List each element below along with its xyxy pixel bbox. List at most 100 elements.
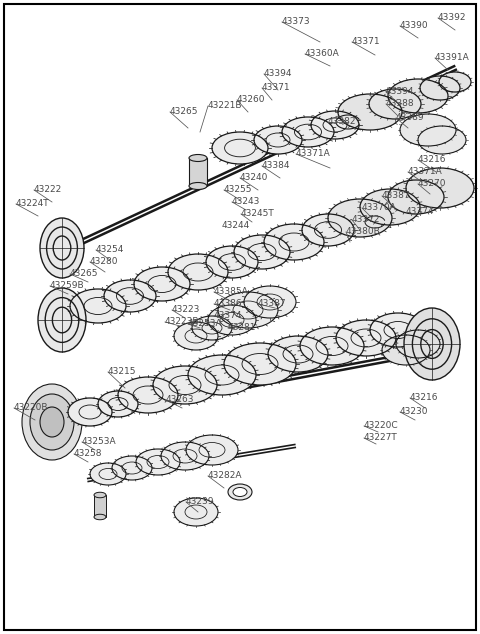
Text: 43374: 43374 (406, 207, 434, 216)
Ellipse shape (168, 254, 228, 290)
Ellipse shape (264, 224, 324, 260)
Ellipse shape (30, 394, 74, 450)
Ellipse shape (186, 435, 238, 465)
Ellipse shape (174, 498, 218, 526)
Ellipse shape (212, 132, 268, 164)
Ellipse shape (70, 289, 126, 323)
Ellipse shape (94, 514, 106, 520)
Text: 43392: 43392 (438, 13, 467, 22)
Text: 43270: 43270 (418, 179, 446, 188)
Ellipse shape (420, 76, 460, 100)
Ellipse shape (94, 492, 106, 498)
Ellipse shape (244, 286, 296, 318)
Text: 43215: 43215 (108, 368, 136, 377)
Ellipse shape (369, 89, 421, 119)
Text: 43380B: 43380B (346, 228, 381, 236)
Text: 43258: 43258 (74, 450, 103, 458)
Ellipse shape (228, 484, 252, 500)
Ellipse shape (404, 308, 460, 380)
Ellipse shape (224, 343, 296, 385)
Ellipse shape (382, 335, 430, 365)
Ellipse shape (302, 214, 354, 246)
Text: 43244: 43244 (222, 221, 250, 231)
Text: 43245T: 43245T (241, 209, 275, 219)
Ellipse shape (98, 391, 138, 417)
Text: 43386: 43386 (214, 299, 242, 309)
Text: 43390: 43390 (400, 22, 429, 30)
Ellipse shape (311, 111, 359, 139)
Ellipse shape (189, 155, 207, 162)
Ellipse shape (439, 72, 471, 92)
Ellipse shape (174, 322, 218, 350)
Text: 43382: 43382 (328, 117, 357, 127)
Ellipse shape (328, 199, 392, 237)
Ellipse shape (234, 235, 290, 269)
Ellipse shape (400, 114, 456, 146)
Ellipse shape (118, 377, 178, 413)
Text: 43374: 43374 (214, 311, 242, 321)
Ellipse shape (418, 126, 466, 154)
Text: 43220B: 43220B (14, 403, 48, 413)
Text: 43387: 43387 (258, 299, 287, 309)
Ellipse shape (254, 126, 302, 154)
Ellipse shape (38, 288, 86, 352)
Ellipse shape (112, 456, 152, 480)
Text: 43281: 43281 (228, 323, 256, 332)
Ellipse shape (192, 316, 232, 340)
Text: 43371A: 43371A (296, 150, 331, 158)
Text: 43387: 43387 (382, 191, 410, 200)
Ellipse shape (90, 463, 126, 485)
Text: 43220C: 43220C (364, 422, 398, 430)
Text: 43240: 43240 (240, 174, 268, 183)
Ellipse shape (336, 320, 396, 356)
Text: 43360A: 43360A (305, 49, 340, 58)
Text: 43391A: 43391A (435, 53, 470, 63)
Text: 43239: 43239 (186, 498, 215, 507)
Text: 43388: 43388 (386, 100, 415, 108)
Ellipse shape (68, 398, 112, 426)
Text: 43265: 43265 (70, 269, 98, 278)
Bar (189, 158, 207, 186)
Text: 43223B: 43223B (165, 318, 200, 327)
Ellipse shape (282, 117, 334, 147)
Ellipse shape (300, 327, 364, 365)
Ellipse shape (22, 384, 82, 460)
Text: 43216: 43216 (418, 155, 446, 164)
Text: 43216: 43216 (410, 394, 439, 403)
Text: 43253A: 43253A (188, 320, 223, 328)
Text: 43260: 43260 (237, 96, 265, 105)
Text: 43282A: 43282A (208, 472, 242, 481)
Ellipse shape (233, 488, 247, 496)
Text: 43385A: 43385A (214, 287, 249, 297)
Ellipse shape (268, 336, 328, 372)
Text: 43280: 43280 (90, 257, 119, 266)
Ellipse shape (396, 330, 440, 358)
Text: 43230: 43230 (400, 408, 429, 417)
Ellipse shape (153, 366, 217, 404)
Text: 43227T: 43227T (364, 434, 398, 443)
Ellipse shape (136, 449, 180, 475)
Ellipse shape (206, 246, 258, 278)
Text: 43371: 43371 (352, 37, 381, 46)
Text: 43371A: 43371A (408, 167, 443, 176)
Text: 43370A: 43370A (362, 204, 397, 212)
Ellipse shape (188, 355, 256, 395)
Ellipse shape (40, 218, 84, 278)
Ellipse shape (388, 79, 448, 113)
Text: 43372: 43372 (352, 216, 381, 224)
Bar (94, 495, 106, 517)
Text: 43373: 43373 (282, 18, 311, 27)
Text: 43253A: 43253A (82, 437, 117, 446)
Ellipse shape (218, 292, 278, 328)
Text: 43223: 43223 (172, 306, 200, 314)
Ellipse shape (388, 180, 444, 214)
Ellipse shape (338, 94, 402, 130)
Text: 43259B: 43259B (50, 281, 84, 290)
Text: 43265: 43265 (170, 108, 199, 117)
Ellipse shape (208, 305, 256, 335)
Text: 43389: 43389 (396, 113, 425, 122)
Ellipse shape (189, 183, 207, 190)
Text: 43243: 43243 (232, 198, 260, 207)
Text: 43394: 43394 (386, 87, 415, 96)
Ellipse shape (104, 280, 156, 312)
